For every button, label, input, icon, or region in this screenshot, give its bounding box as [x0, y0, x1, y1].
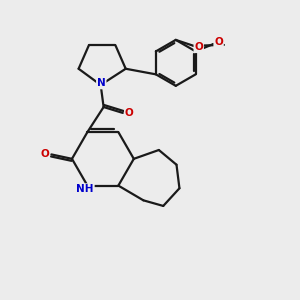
Text: NH: NH [76, 184, 94, 194]
Text: O: O [214, 37, 223, 47]
Text: O: O [194, 42, 203, 52]
Text: O: O [40, 149, 49, 159]
Text: N: N [97, 79, 106, 88]
Text: O: O [125, 108, 134, 118]
